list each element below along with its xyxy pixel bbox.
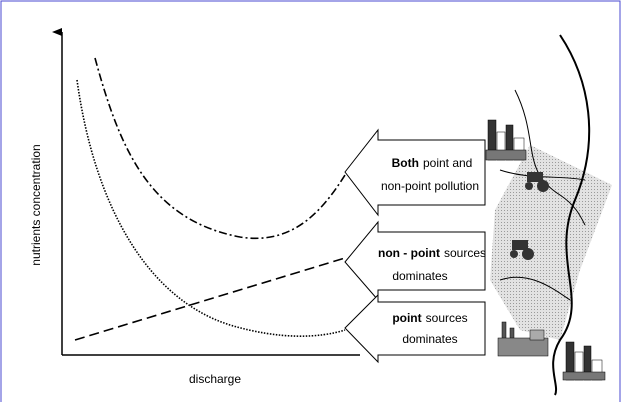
- bold-text: point: [392, 311, 421, 325]
- text: point and: [423, 156, 472, 170]
- bold-text: non - point: [378, 246, 440, 260]
- y-axis-label: nutrients concentration: [29, 144, 43, 265]
- both-curve: [95, 58, 345, 238]
- city-icon: [486, 120, 526, 160]
- bold-text: Both: [392, 156, 419, 170]
- diagram: nutrients concentration discharge Bothpo…: [0, 0, 621, 403]
- point-curve: [77, 80, 345, 336]
- box-text: non - point sources: [378, 246, 486, 260]
- page: {"axes": {"y_label": "nutrients concentr…: [0, 0, 621, 403]
- text: sources: [426, 311, 468, 325]
- x-axis-label: discharge: [189, 372, 241, 386]
- city-icon: [563, 342, 605, 380]
- box-text: dominates: [402, 332, 457, 346]
- nonpoint-line: [75, 258, 345, 340]
- text: sources: [444, 246, 486, 260]
- catchment: [490, 145, 612, 340]
- arrow-box: [345, 222, 485, 300]
- arrow-box: [345, 130, 485, 215]
- arrow-box: [345, 295, 485, 362]
- box-text: point sources: [392, 311, 467, 325]
- box-text: non-point pollution: [381, 179, 479, 193]
- box-text: Both point and: [392, 156, 473, 170]
- box-text: dominates: [392, 269, 447, 283]
